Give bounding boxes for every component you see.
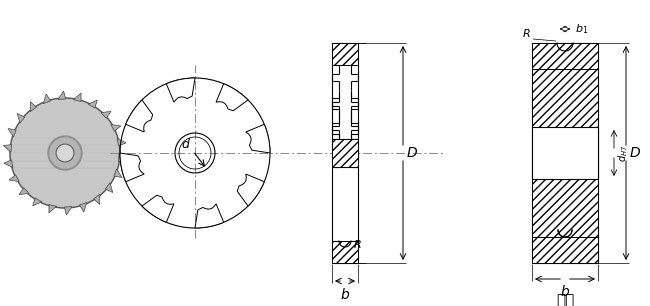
Polygon shape <box>73 93 81 101</box>
Polygon shape <box>30 102 36 112</box>
Polygon shape <box>101 111 111 118</box>
Polygon shape <box>216 84 248 111</box>
Bar <box>532 179 598 237</box>
Text: R: R <box>522 29 530 39</box>
Polygon shape <box>79 203 86 212</box>
Polygon shape <box>117 139 126 146</box>
Polygon shape <box>166 78 195 102</box>
Text: D: D <box>407 146 417 160</box>
Text: b: b <box>341 288 350 302</box>
Bar <box>532 127 598 179</box>
Bar <box>532 69 598 127</box>
Circle shape <box>48 136 82 170</box>
Polygon shape <box>105 183 112 192</box>
Polygon shape <box>246 124 270 153</box>
Polygon shape <box>64 207 72 215</box>
Bar <box>332 43 358 65</box>
Polygon shape <box>195 204 224 228</box>
Bar <box>532 43 598 69</box>
Polygon shape <box>88 100 98 108</box>
Polygon shape <box>120 153 144 182</box>
Bar <box>532 179 598 237</box>
Text: $d_{H7}$: $d_{H7}$ <box>616 144 630 162</box>
Polygon shape <box>44 94 51 103</box>
Polygon shape <box>237 174 265 206</box>
Text: D: D <box>630 146 641 160</box>
Text: b: b <box>560 285 569 299</box>
Bar <box>332 241 358 263</box>
Circle shape <box>56 144 74 162</box>
Circle shape <box>50 138 80 168</box>
Polygon shape <box>32 198 42 206</box>
Text: 简图: 简图 <box>556 293 574 306</box>
Polygon shape <box>118 154 127 162</box>
Polygon shape <box>58 91 66 99</box>
Bar <box>332 139 358 167</box>
Polygon shape <box>4 160 13 167</box>
Polygon shape <box>142 195 174 222</box>
Text: R: R <box>354 240 362 250</box>
Text: $b_1$: $b_1$ <box>575 22 588 36</box>
Text: d: d <box>181 139 189 151</box>
Polygon shape <box>18 114 25 123</box>
Polygon shape <box>49 205 57 213</box>
Polygon shape <box>111 125 121 131</box>
Bar <box>332 139 358 167</box>
Polygon shape <box>114 169 122 177</box>
Polygon shape <box>19 188 29 195</box>
Bar <box>532 237 598 263</box>
Circle shape <box>10 98 120 208</box>
Bar <box>532 69 598 127</box>
Bar <box>532 237 598 263</box>
Bar <box>332 43 358 65</box>
Polygon shape <box>9 175 19 181</box>
Polygon shape <box>94 194 100 204</box>
Polygon shape <box>125 100 153 132</box>
Polygon shape <box>3 144 12 152</box>
Bar <box>532 43 598 69</box>
Bar <box>332 241 358 263</box>
Polygon shape <box>8 129 16 137</box>
